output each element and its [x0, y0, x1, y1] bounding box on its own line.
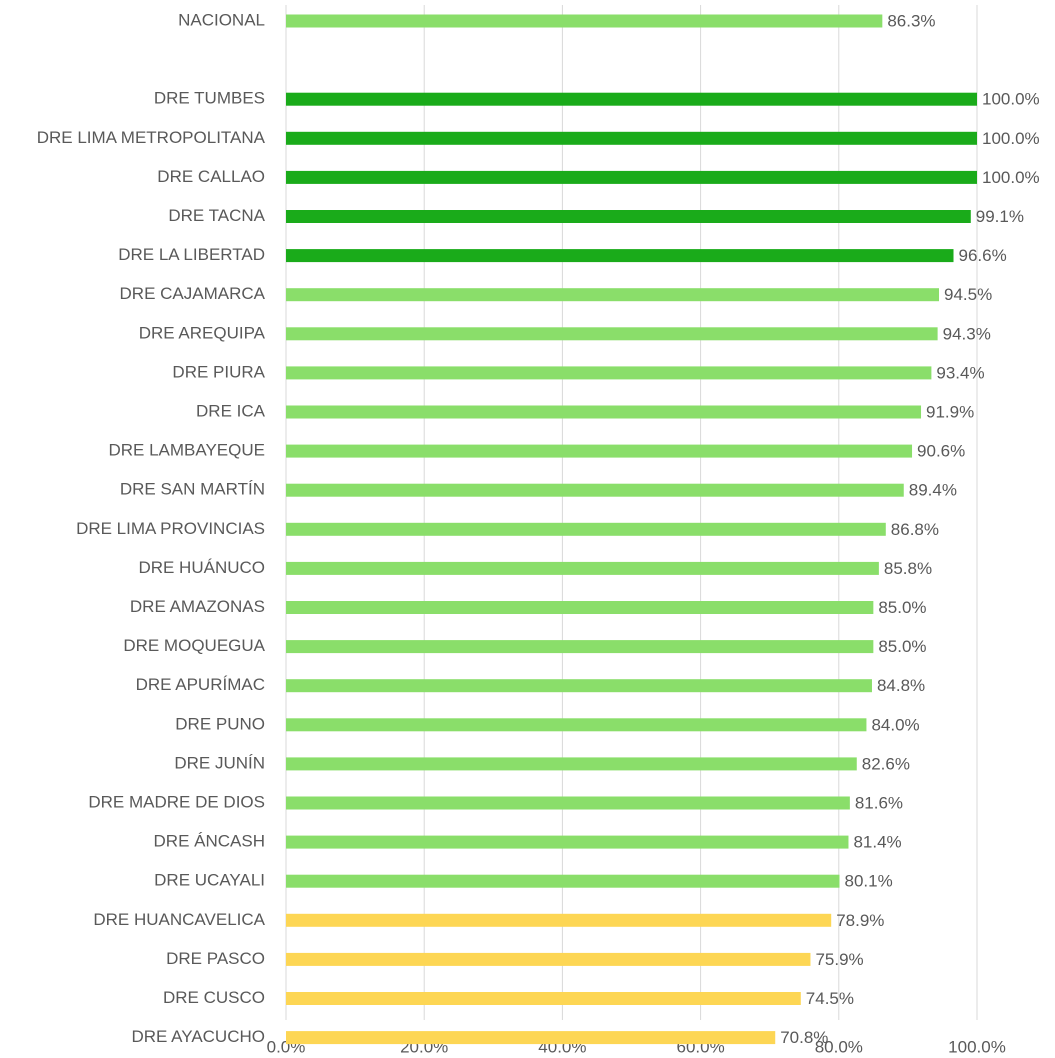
- data-label: 84.8%: [877, 676, 925, 695]
- y-tick-label: DRE CUSCO: [163, 988, 265, 1007]
- y-tick-label: DRE TACNA: [168, 206, 265, 225]
- data-label: 86.8%: [891, 520, 939, 539]
- y-tick-label: DRE TUMBES: [154, 89, 265, 108]
- y-tick-label: DRE UCAYALI: [154, 871, 265, 890]
- data-label: 74.5%: [806, 989, 854, 1008]
- y-tick-label: DRE HUÁNUCO: [138, 558, 265, 577]
- data-label: 89.4%: [909, 481, 957, 500]
- y-tick-label: DRE AREQUIPA: [139, 323, 266, 342]
- y-tick-label: DRE JUNÍN: [174, 753, 265, 772]
- bar: [286, 483, 904, 497]
- bar: [286, 210, 971, 223]
- bar: [286, 366, 932, 380]
- data-label: 100.0%: [982, 168, 1040, 187]
- y-tick-label: DRE AYACUCHO: [131, 1027, 265, 1046]
- bar: [286, 92, 977, 106]
- y-tick-label: DRE PASCO: [166, 949, 265, 968]
- y-tick-label: NACIONAL: [178, 10, 265, 29]
- y-tick-label: DRE LA LIBERTAD: [118, 245, 265, 264]
- data-label: 85.8%: [884, 559, 932, 578]
- data-label: 100.0%: [982, 129, 1040, 148]
- bar: [286, 601, 874, 614]
- data-label: 91.9%: [926, 402, 974, 421]
- data-label: 86.3%: [887, 11, 935, 30]
- data-label: 80.1%: [844, 872, 892, 891]
- data-label: 81.4%: [853, 833, 901, 852]
- y-tick-label: DRE CAJAMARCA: [120, 284, 266, 303]
- data-label: 75.9%: [815, 950, 863, 969]
- bar: [286, 796, 850, 810]
- bar: [286, 444, 913, 458]
- bar: [286, 131, 977, 145]
- bar: [286, 679, 872, 693]
- data-label: 94.3%: [943, 324, 991, 343]
- y-tick-label: DRE MADRE DE DIOS: [88, 792, 265, 811]
- bar: [286, 405, 922, 419]
- y-tick-label: DRE LIMA METROPOLITANA: [37, 128, 266, 147]
- bar: [286, 522, 886, 536]
- data-label: 82.6%: [862, 754, 910, 773]
- y-tick-label: DRE APURÍMAC: [136, 675, 265, 694]
- bar: [286, 992, 801, 1005]
- data-label: 90.6%: [917, 442, 965, 461]
- data-label: 81.6%: [855, 793, 903, 812]
- y-tick-label: DRE PIURA: [172, 362, 265, 381]
- data-label: 100.0%: [982, 90, 1040, 109]
- data-label: 99.1%: [976, 207, 1024, 226]
- y-tick-label: DRE SAN MARTÍN: [120, 480, 265, 499]
- data-label: 94.5%: [944, 285, 992, 304]
- data-label: 84.0%: [871, 715, 919, 734]
- data-label: 85.0%: [878, 637, 926, 656]
- data-label: 93.4%: [936, 363, 984, 382]
- bar: [286, 718, 867, 732]
- bar: [286, 170, 977, 184]
- x-tick-label: 100.0%: [948, 1037, 1006, 1056]
- y-tick-label: DRE ÁNCASH: [154, 832, 265, 851]
- y-tick-label: DRE ICA: [196, 401, 266, 420]
- data-label: 70.8%: [780, 1028, 828, 1047]
- bar: [286, 561, 879, 575]
- y-tick-label: DRE MOQUEGUA: [123, 636, 265, 655]
- y-tick-label: DRE HUANCAVELICA: [93, 910, 265, 929]
- bar: [286, 327, 938, 341]
- bar: [286, 913, 832, 927]
- y-tick-label: DRE LAMBAYEQUE: [108, 441, 265, 460]
- bar: [286, 14, 883, 28]
- bar: [286, 952, 811, 966]
- data-label: 78.9%: [836, 911, 884, 930]
- y-tick-label: DRE LIMA PROVINCIAS: [76, 519, 265, 538]
- bar: [286, 874, 840, 888]
- bar: [286, 835, 849, 849]
- y-tick-label: DRE AMAZONAS: [130, 597, 265, 616]
- bar: [286, 1031, 776, 1045]
- data-label: 85.0%: [878, 598, 926, 617]
- bar: [286, 288, 939, 302]
- bar: [286, 249, 954, 263]
- x-tick-label: 80.0%: [815, 1037, 863, 1056]
- data-label: 96.6%: [959, 246, 1007, 265]
- bar: [286, 757, 857, 771]
- bar: [286, 640, 874, 654]
- y-tick-label: DRE CALLAO: [157, 167, 265, 186]
- y-tick-label: DRE PUNO: [175, 714, 265, 733]
